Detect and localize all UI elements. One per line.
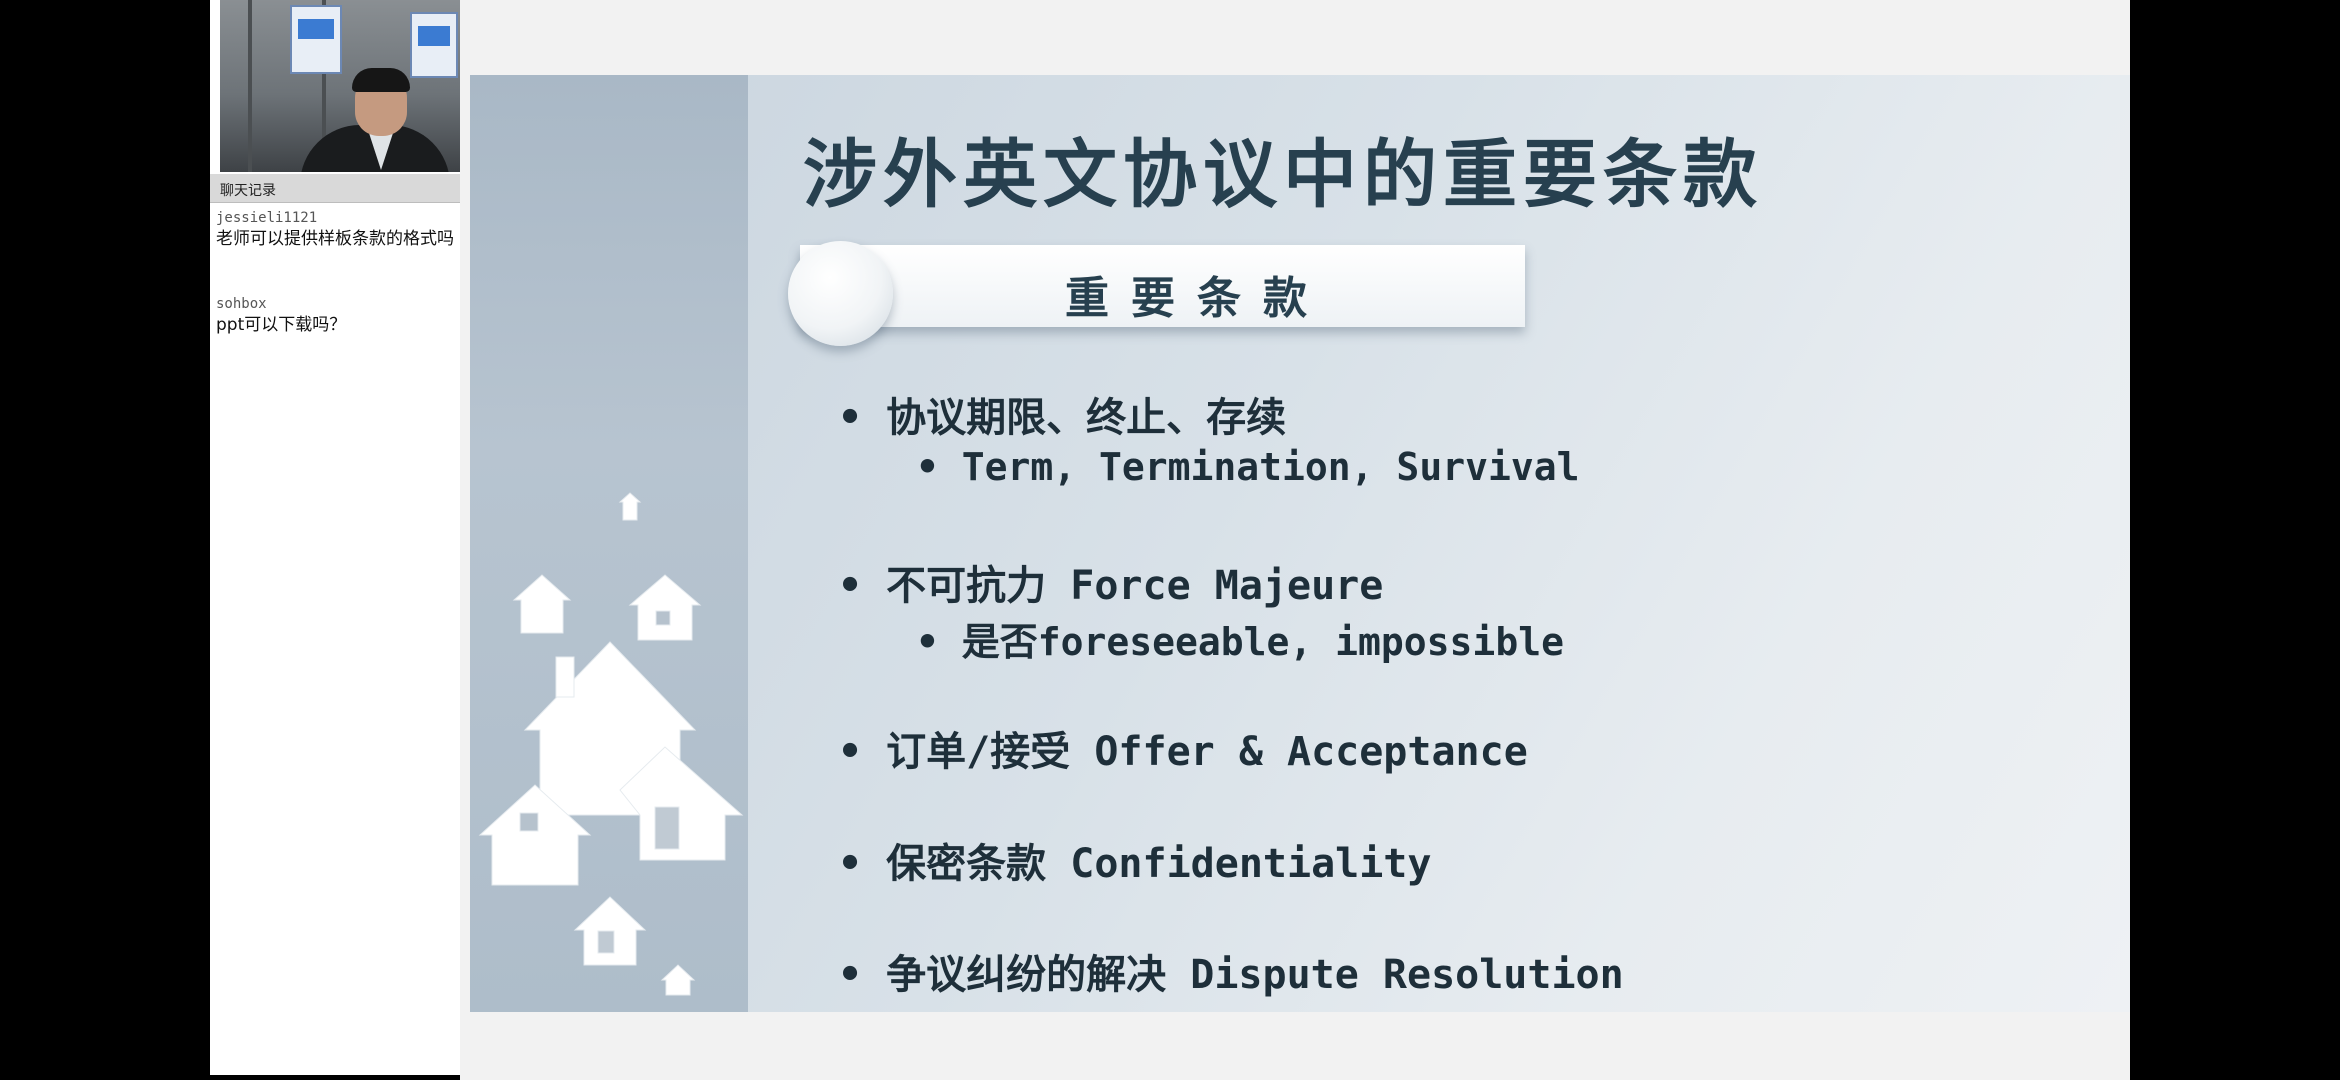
presenter-hair xyxy=(352,68,410,92)
houses-illustration xyxy=(478,492,744,996)
sub-bullet-item: • 是否foreseeable, impossible xyxy=(916,620,1564,664)
wall-poster xyxy=(410,12,458,78)
banner-label: 重要条款 xyxy=(1065,273,1329,324)
house-icon xyxy=(573,896,647,966)
bullet-item: • 订单/接受 Offer & Acceptance xyxy=(838,729,1528,775)
banner-circle xyxy=(788,241,893,346)
house-icon xyxy=(619,746,744,861)
house-icon xyxy=(512,574,572,634)
bullet-item: • 协议期限、终止、存续 xyxy=(838,395,1287,441)
sub-bullet-item: • Term, Termination, Survival xyxy=(916,445,1580,489)
chat-message: ppt可以下载吗？ xyxy=(216,315,347,335)
slide-title: 涉外英文协议中的重要条款 xyxy=(803,132,1763,218)
wall-edge xyxy=(248,0,252,172)
house-icon xyxy=(660,964,696,996)
house-icon xyxy=(628,574,702,641)
wall-poster xyxy=(290,5,342,74)
chat-header: 聊天记录 xyxy=(210,174,460,203)
slide: 涉外英文协议中的重要条款 重要条款 • 协议期限、终止、存续 • Term, T… xyxy=(470,75,2130,1012)
house-icon xyxy=(478,784,592,886)
bullet-item: • 保密条款 Confidentiality xyxy=(838,841,1432,887)
left-panel: 聊天记录 jessieli1121 老师可以提供样板条款的格式吗 sohbox … xyxy=(210,0,465,1075)
presentation-area: 涉外英文协议中的重要条款 重要条款 • 协议期限、终止、存续 • Term, T… xyxy=(460,0,2130,1080)
bullet-item: • 争议纠纷的解决 Dispute Resolution xyxy=(838,952,1624,998)
section-banner xyxy=(800,245,1525,327)
webcam-video[interactable] xyxy=(220,0,465,172)
bullet-item: • 不可抗力 Force Majeure xyxy=(838,563,1384,609)
house-icon xyxy=(618,492,642,521)
chat-message: 老师可以提供样板条款的格式吗 xyxy=(216,229,454,249)
chat-username: jessieli1121 xyxy=(216,210,318,226)
chat-header-label: 聊天记录 xyxy=(220,183,276,199)
wall-edge xyxy=(322,0,326,172)
chat-username: sohbox xyxy=(216,296,267,312)
